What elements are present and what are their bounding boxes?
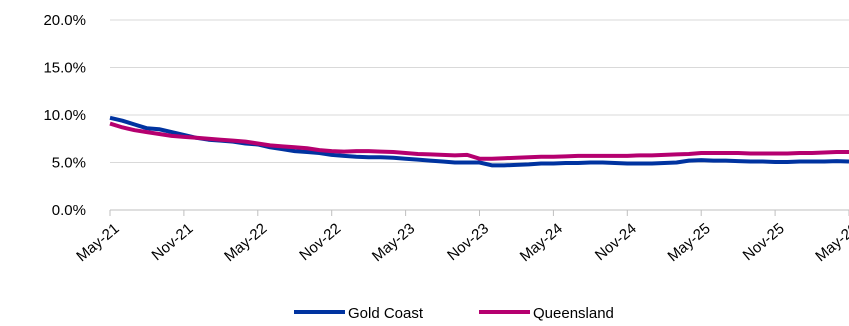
x-tick-label: May-25 — [665, 220, 714, 265]
x-tick-label: Nov-21 — [148, 220, 196, 264]
y-tick-label: 10.0% — [43, 107, 86, 124]
x-tick-label: Nov-22 — [296, 220, 344, 264]
y-tick-label: 15.0% — [43, 60, 86, 77]
series-line-queensland — [109, 121, 849, 161]
x-tick-label: May-24 — [517, 220, 566, 265]
y-tick-label: 0.0% — [52, 202, 86, 219]
x-tick-label: May-26 — [812, 220, 849, 265]
y-axis-tick-labels: 0.0% 5.0% 10.0% 15.0% 20.0% — [43, 12, 86, 219]
axes — [109, 209, 849, 216]
x-axis-tick-labels: May-21 Nov-21 May-22 Nov-22 May-23 Nov-23 May-… — [73, 220, 849, 265]
y-tick-label: 20.0% — [43, 12, 86, 29]
x-tick-label: Nov-25 — [740, 220, 788, 264]
x-tick-label: Nov-24 — [592, 220, 640, 264]
series-lines — [109, 115, 849, 168]
x-tick-label: Nov-23 — [444, 220, 492, 264]
legend-label: Queensland — [533, 305, 614, 322]
x-tick-label: May-23 — [369, 220, 418, 265]
x-tick-label: May-22 — [221, 220, 270, 265]
x-tick-label: May-21 — [73, 220, 122, 265]
y-tick-label: 5.0% — [52, 155, 86, 172]
legend-label: Gold Coast — [348, 305, 424, 322]
legend: Gold Coast Queensland — [294, 305, 614, 322]
